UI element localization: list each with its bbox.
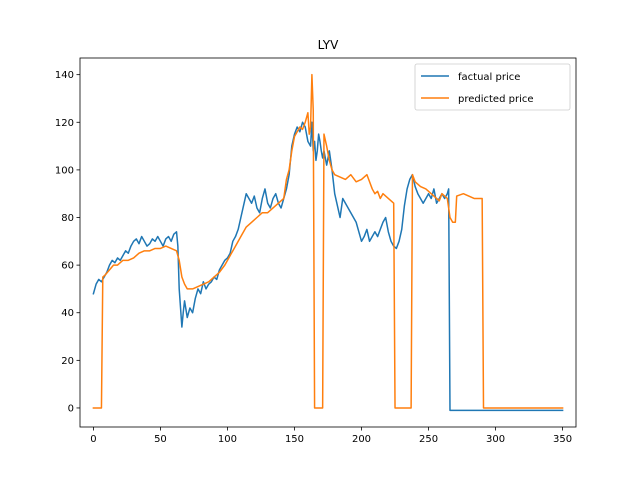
x-tick-label: 50 (154, 434, 167, 445)
y-tick-label: 80 (61, 213, 74, 224)
axes-frame (79, 57, 577, 428)
chart-title: LYV (318, 38, 339, 52)
x-tick-label: 100 (218, 434, 237, 445)
y-tick-label: 0 (68, 403, 74, 414)
x-tick-label: 200 (352, 434, 371, 445)
x-tick-label: 150 (285, 434, 304, 445)
x-tick-label: 0 (90, 434, 96, 445)
x-tick-label: 250 (419, 434, 438, 445)
legend-box (414, 63, 571, 111)
x-tick-label: 350 (553, 434, 572, 445)
series-line-1 (92, 73, 564, 409)
y-tick-label: 40 (61, 308, 74, 319)
y-tick-label: 20 (61, 356, 74, 367)
legend-label-0: factual price (458, 72, 520, 83)
x-tick-label: 300 (486, 434, 505, 445)
y-tick-label: 140 (55, 70, 74, 81)
y-tick-label: 100 (55, 165, 74, 176)
legend-label-1: predicted price (458, 94, 534, 105)
plot-area (92, 73, 564, 412)
y-tick-label: 120 (55, 118, 74, 129)
y-tick-label: 60 (61, 261, 74, 272)
legend: factual price predicted price (414, 63, 571, 111)
axes: 0 50 100 150 200 250 300 350 0 20 40 60 80 100 120 140 (55, 57, 577, 445)
